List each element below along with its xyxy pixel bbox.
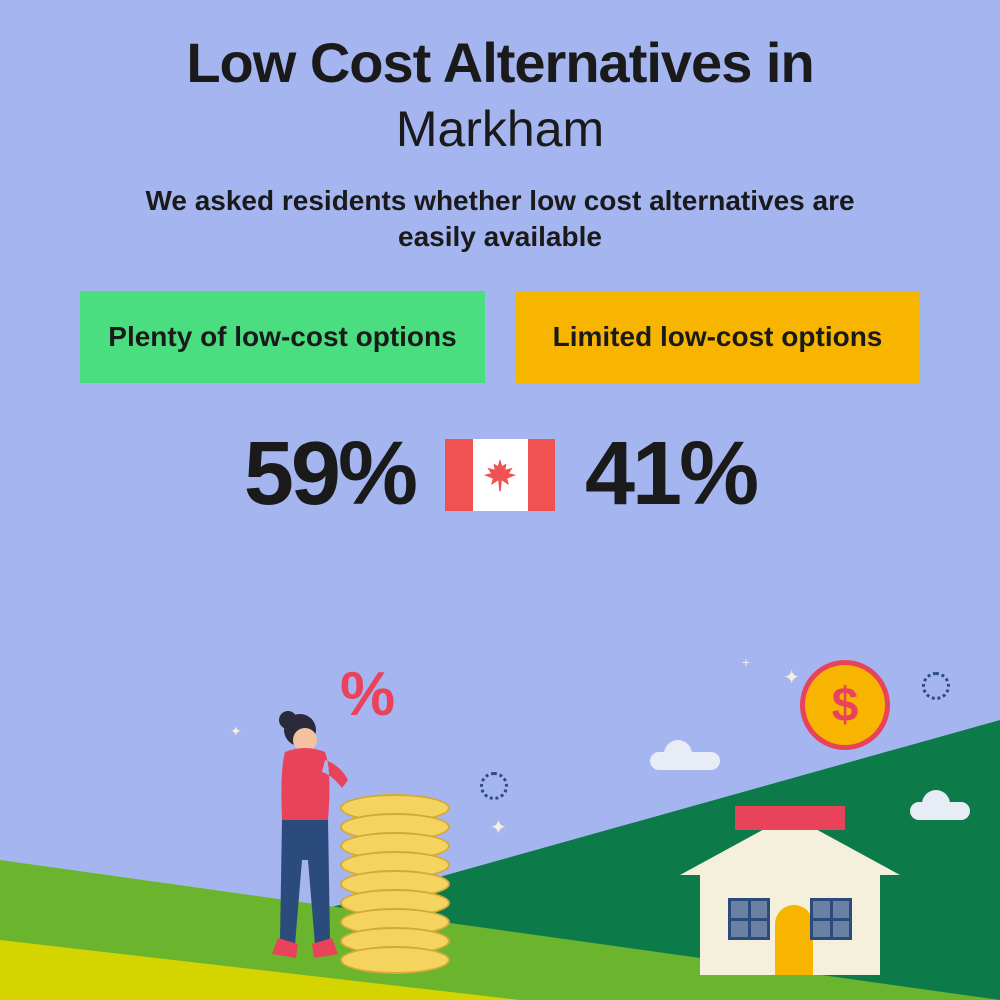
option-plenty: Plenty of low-cost options: [80, 291, 485, 383]
cloud-icon: [650, 752, 720, 770]
sparkle-icon: ✦: [490, 815, 507, 840]
cloud-icon: [910, 802, 970, 820]
option-limited-label: Limited low-cost options: [553, 321, 883, 352]
infographic-container: Low Cost Alternatives in Markham We aske…: [0, 0, 1000, 1000]
subtitle-text: We asked residents whether low cost alte…: [125, 183, 875, 256]
flag-stripe-left: [445, 439, 473, 511]
option-plenty-label: Plenty of low-cost options: [108, 321, 456, 352]
house-roof-top: [735, 806, 845, 830]
coins-stack-icon: [340, 794, 450, 965]
flag-center: [473, 439, 528, 511]
option-limited: Limited low-cost options: [515, 291, 920, 383]
house-door: [775, 905, 813, 975]
sparkle-icon: +: [742, 654, 750, 670]
maple-leaf-icon: [482, 456, 518, 494]
canada-flag-icon: [445, 439, 555, 511]
house-body: [700, 865, 880, 975]
options-row: Plenty of low-cost options Limited low-c…: [0, 291, 1000, 383]
sparkle-icon: ✦: [230, 723, 242, 740]
illustration-area: ✦ ✦ ✦ + %: [0, 620, 1000, 1000]
flag-stripe-right: [528, 439, 556, 511]
house-icon: [680, 795, 900, 975]
house-window: [728, 898, 770, 940]
person-icon: [260, 710, 350, 970]
sparkle-icon: ✦: [783, 665, 800, 690]
stat-left-value: 59%: [115, 423, 415, 526]
title-line-2: Markham: [0, 100, 1000, 158]
dotted-decoration: [922, 672, 950, 700]
house-window: [810, 898, 852, 940]
stats-row: 59% 41%: [0, 423, 1000, 526]
dollar-coin-icon: $: [800, 660, 890, 750]
stat-right-value: 41%: [585, 423, 885, 526]
title-line-1: Low Cost Alternatives in: [0, 30, 1000, 95]
dotted-decoration: [480, 772, 508, 800]
dollar-symbol: $: [832, 678, 859, 733]
